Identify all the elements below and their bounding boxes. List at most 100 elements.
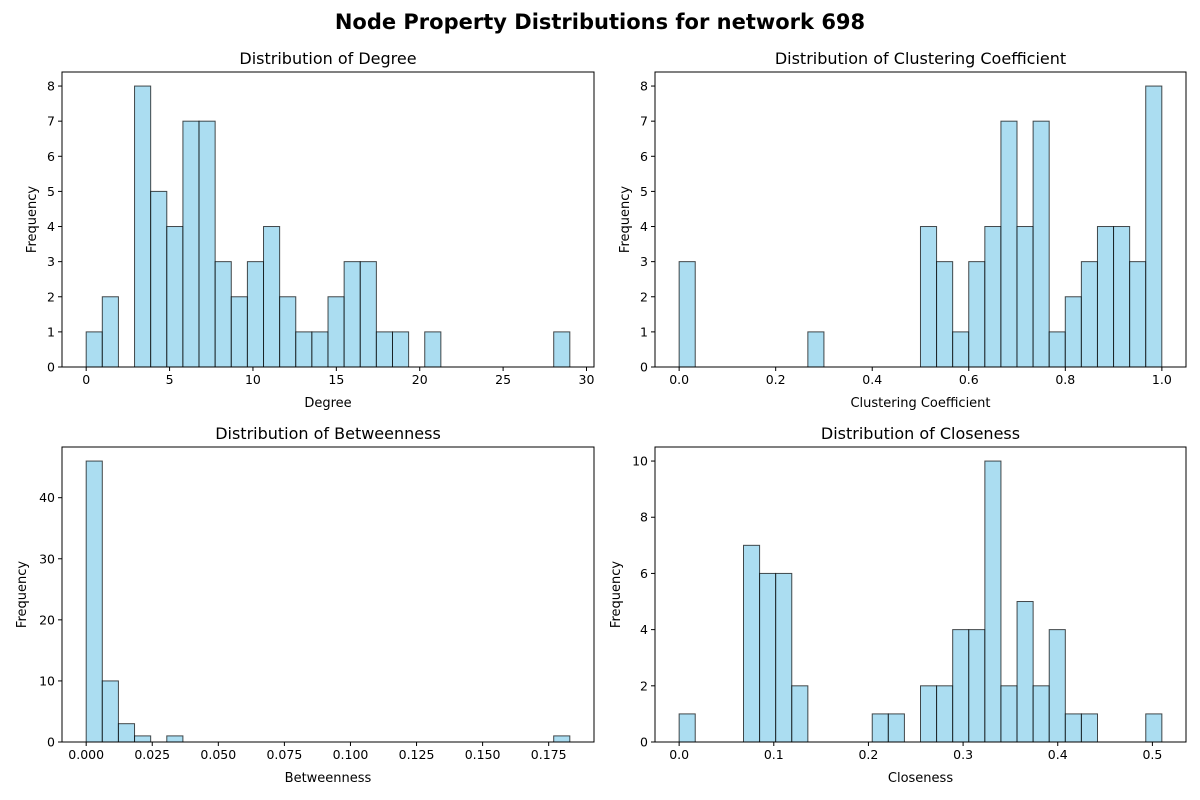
closeness-ytick-label: 0: [640, 735, 648, 750]
degree-ytick-label: 5: [47, 184, 55, 199]
closeness-bar: [1032, 685, 1050, 743]
betweenness-bar: [166, 735, 184, 743]
closeness-xtick-label: 0.2: [858, 747, 878, 762]
degree-bar: [166, 226, 184, 368]
clustering-bar: [968, 261, 986, 368]
closeness-bar: [1064, 713, 1082, 743]
closeness-bar: [791, 685, 809, 743]
clustering-xtick-label: 0.0: [669, 372, 689, 387]
degree-ytick-label: 0: [47, 360, 55, 375]
betweenness-xlabel: Betweenness: [285, 771, 372, 786]
clustering-bar: [936, 261, 954, 368]
clustering-title: Distribution of Clustering Coefficient: [775, 49, 1066, 68]
closeness-ytick-label: 10: [632, 454, 648, 469]
clustering-ytick-label: 3: [640, 254, 648, 269]
clustering-bar: [919, 226, 938, 368]
betweenness-xtick-label: 0.025: [134, 747, 170, 762]
betweenness-xtick-label: 0.000: [68, 747, 104, 762]
clustering-xtick-label: 1.0: [1152, 372, 1172, 387]
betweenness-ytick-label: 0: [47, 735, 55, 750]
closeness-xlabel: Closeness: [888, 771, 953, 786]
degree-bar: [263, 226, 281, 368]
betweenness-ytick-label: 10: [39, 673, 55, 688]
degree-bar: [424, 331, 442, 368]
clustering-xtick-label: 0.6: [959, 372, 979, 387]
degree-bar: [85, 331, 103, 368]
closeness-xtick-label: 0.0: [669, 747, 689, 762]
closeness-histogram: 0.0 0.1 0.2 0.3 0.4 0.5 0 2 4 6 8 10 Distribution of…: [609, 424, 1187, 786]
clustering-ytick-label: 7: [640, 114, 648, 129]
closeness-bar: [743, 544, 761, 743]
closeness-axes-frame: [654, 446, 1187, 743]
clustering-bar: [1145, 85, 1163, 368]
degree-bar: [553, 331, 571, 368]
figure-title: Node Property Distributions for network …: [334, 10, 866, 34]
degree-xtick-label: 20: [412, 372, 428, 387]
clustering-ytick-label: 5: [640, 184, 648, 199]
degree-bar: [182, 120, 200, 368]
closeness-bar: [1080, 713, 1099, 743]
closeness-ytick-label: 6: [640, 566, 648, 581]
closeness-bar: [871, 713, 889, 743]
clustering-xlabel: Clustering Coefficient: [850, 396, 990, 411]
degree-bar: [295, 331, 313, 368]
betweenness-title: Distribution of Betweenness: [215, 424, 441, 443]
closeness-ytick-label: 4: [640, 622, 648, 637]
closeness-xtick-label: 0.4: [1048, 747, 1068, 762]
betweenness-xtick-label: 0.050: [200, 747, 236, 762]
degree-xtick-label: 5: [166, 372, 174, 387]
degree-axes-frame: [61, 71, 595, 368]
degree-bar: [343, 261, 361, 368]
degree-bar: [134, 85, 152, 368]
closeness-bar: [887, 713, 905, 743]
betweenness-bar: [101, 680, 119, 743]
degree-ytick-label: 4: [47, 219, 55, 234]
clustering-ylabel: Frequency: [618, 186, 633, 253]
clustering-bar: [1096, 226, 1115, 368]
closeness-ylabel: Frequency: [609, 561, 624, 628]
closeness-bar: [775, 572, 793, 743]
closeness-ytick-label: 8: [640, 510, 648, 525]
clustering-bar: [1032, 120, 1050, 368]
betweenness-xtick-label: 0.150: [465, 747, 501, 762]
betweenness-xtick-label: 0.125: [399, 747, 435, 762]
clustering-ytick-label: 1: [640, 324, 648, 339]
clustering-bar: [1080, 261, 1098, 368]
degree-histogram: 0 5 10 15 20 25 30 0 1 2 3 4 5 6 7 8 Distribution of Deg…: [25, 49, 595, 411]
degree-bar: [246, 261, 265, 368]
clustering-xtick-label: 0.2: [766, 372, 786, 387]
betweenness-xtick-label: 0.075: [266, 747, 302, 762]
clustering-bar: [1000, 120, 1018, 368]
betweenness-ylabel: Frequency: [15, 561, 30, 628]
closeness-xtick-label: 0.5: [1142, 747, 1162, 762]
closeness-bar: [1145, 713, 1163, 743]
degree-bar: [101, 296, 119, 368]
degree-bar: [150, 190, 168, 368]
betweenness-bar: [117, 723, 136, 743]
closeness-xtick-label: 0.1: [764, 747, 784, 762]
clustering-bar: [678, 261, 696, 368]
degree-bar: [198, 120, 216, 368]
betweenness-bar: [85, 460, 103, 743]
closeness-bar: [984, 460, 1002, 743]
degree-xtick-label: 30: [579, 372, 595, 387]
betweenness-axes-frame: [61, 446, 595, 743]
degree-bar: [375, 331, 393, 368]
closeness-title: Distribution of Closeness: [821, 424, 1020, 443]
closeness-xtick-label: 0.3: [953, 747, 973, 762]
clustering-bar: [1064, 296, 1082, 368]
degree-ytick-label: 8: [47, 79, 55, 94]
degree-bar: [214, 261, 232, 368]
betweenness-ytick-label: 30: [39, 551, 55, 566]
degree-bar: [230, 296, 248, 368]
degree-title: Distribution of Degree: [239, 49, 416, 68]
betweenness-ytick-label: 20: [39, 612, 55, 627]
closeness-bar: [952, 629, 970, 743]
degree-xtick-label: 0: [82, 372, 90, 387]
degree-xtick-label: 10: [245, 372, 261, 387]
degree-ytick-label: 3: [47, 254, 55, 269]
degree-ytick-label: 2: [47, 289, 55, 304]
clustering-ytick-label: 2: [640, 289, 648, 304]
clustering-ytick-label: 0: [640, 360, 648, 375]
